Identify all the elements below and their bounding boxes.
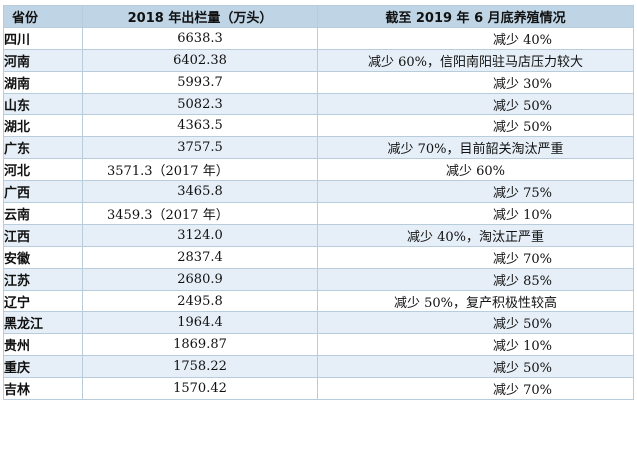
status-cell: 减少 60%，信阳南阳驻马店压力较大 <box>317 48 634 72</box>
header-province: 省份 <box>3 5 83 28</box>
table-row: 四川 6638.3 减少 40% <box>3 26 634 50</box>
province-cell: 黑龙江 <box>3 311 83 335</box>
province-cell: 吉林 <box>3 377 83 401</box>
pig-output-table: 省份 2018 年出栏量（万头） 截至 2019 年 6 月底养殖情况 四川 66… <box>3 5 634 401</box>
header-status: 截至 2019 年 6 月底养殖情况 <box>317 5 634 28</box>
status-cell: 减少 30% <box>317 70 634 94</box>
status-cell: 减少 50% <box>317 92 634 116</box>
province-cell: 湖南 <box>3 70 83 94</box>
output-cell: 2680.9 <box>82 267 318 291</box>
status-cell: 减少 50%，复产积极性较高 <box>317 289 634 313</box>
province-cell: 四川 <box>3 26 83 50</box>
table-row: 吉林 1570.42 减少 70% <box>3 377 634 401</box>
output-cell: 2837.4 <box>82 245 318 269</box>
output-cell: 3124.0 <box>82 223 318 247</box>
status-cell: 减少 10% <box>317 333 634 357</box>
table-row: 江苏 2680.9 减少 85% <box>3 267 634 291</box>
province-cell: 江苏 <box>3 267 83 291</box>
province-cell: 贵州 <box>3 333 83 357</box>
province-cell: 山东 <box>3 92 83 116</box>
output-cell: 1570.42 <box>82 377 318 401</box>
table-row: 河南 6402.38 减少 60%，信阳南阳驻马店压力较大 <box>3 48 634 72</box>
output-cell: 5082.3 <box>82 92 318 116</box>
province-cell: 辽宁 <box>3 289 83 313</box>
header-output: 2018 年出栏量（万头） <box>82 5 318 28</box>
province-cell: 河北 <box>3 158 83 182</box>
table-row: 湖南 5993.7 减少 30% <box>3 70 634 94</box>
table-row: 安徽 2837.4 减少 70% <box>3 245 634 269</box>
status-cell: 减少 50% <box>317 114 634 138</box>
table-row: 云南 3459.3（2017 年） 减少 10% <box>3 202 634 225</box>
status-cell: 减少 70% <box>317 245 634 269</box>
province-cell: 安徽 <box>3 245 83 269</box>
table-row: 湖北 4363.5 减少 50% <box>3 114 634 138</box>
output-cell: 6402.38 <box>82 48 318 72</box>
status-cell: 减少 85% <box>317 267 634 291</box>
table-row: 江西 3124.0 减少 40%，淘汰正严重 <box>3 223 634 247</box>
province-cell: 广西 <box>3 180 83 204</box>
table-row: 山东 5082.3 减少 50% <box>3 92 634 116</box>
output-cell: 3757.5 <box>82 136 318 160</box>
status-cell: 减少 40% <box>317 26 634 50</box>
status-cell: 减少 50% <box>317 355 634 379</box>
province-cell: 湖北 <box>3 114 83 138</box>
province-cell: 广东 <box>3 136 83 160</box>
status-cell: 减少 40%，淘汰正严重 <box>317 223 634 247</box>
table-row: 重庆 1758.22 减少 50% <box>3 355 634 379</box>
province-cell: 云南 <box>3 202 83 225</box>
output-cell: 2495.8 <box>82 289 318 313</box>
status-cell: 减少 70%，目前韶关淘汰严重 <box>317 136 634 160</box>
table-row: 贵州 1869.87 减少 10% <box>3 333 634 357</box>
province-cell: 河南 <box>3 48 83 72</box>
table-row: 河北 3571.3（2017 年） 减少 60% <box>3 158 634 182</box>
table-row: 广东 3757.5 减少 70%，目前韶关淘汰严重 <box>3 136 634 160</box>
output-cell: 4363.5 <box>82 114 318 138</box>
status-cell: 减少 75% <box>317 180 634 204</box>
table-row: 黑龙江 1964.4 减少 50% <box>3 311 634 335</box>
output-cell: 5993.7 <box>82 70 318 94</box>
output-cell: 1758.22 <box>82 355 318 379</box>
province-cell: 江西 <box>3 223 83 247</box>
table-row: 广西 3465.8 减少 75% <box>3 180 634 204</box>
output-cell: 1869.87 <box>82 333 318 357</box>
header-row: 省份 2018 年出栏量（万头） 截至 2019 年 6 月底养殖情况 <box>3 5 634 28</box>
status-cell: 减少 60% <box>317 158 634 182</box>
output-cell: 3571.3（2017 年） <box>82 158 318 182</box>
output-cell: 3465.8 <box>82 180 318 204</box>
output-cell: 1964.4 <box>82 311 318 335</box>
output-cell: 6638.3 <box>82 26 318 50</box>
status-cell: 减少 50% <box>317 311 634 335</box>
table-row: 辽宁 2495.8 减少 50%，复产积极性较高 <box>3 289 634 313</box>
status-cell: 减少 10% <box>317 202 634 225</box>
status-cell: 减少 70% <box>317 377 634 401</box>
output-cell: 3459.3（2017 年） <box>82 202 318 225</box>
province-cell: 重庆 <box>3 355 83 379</box>
